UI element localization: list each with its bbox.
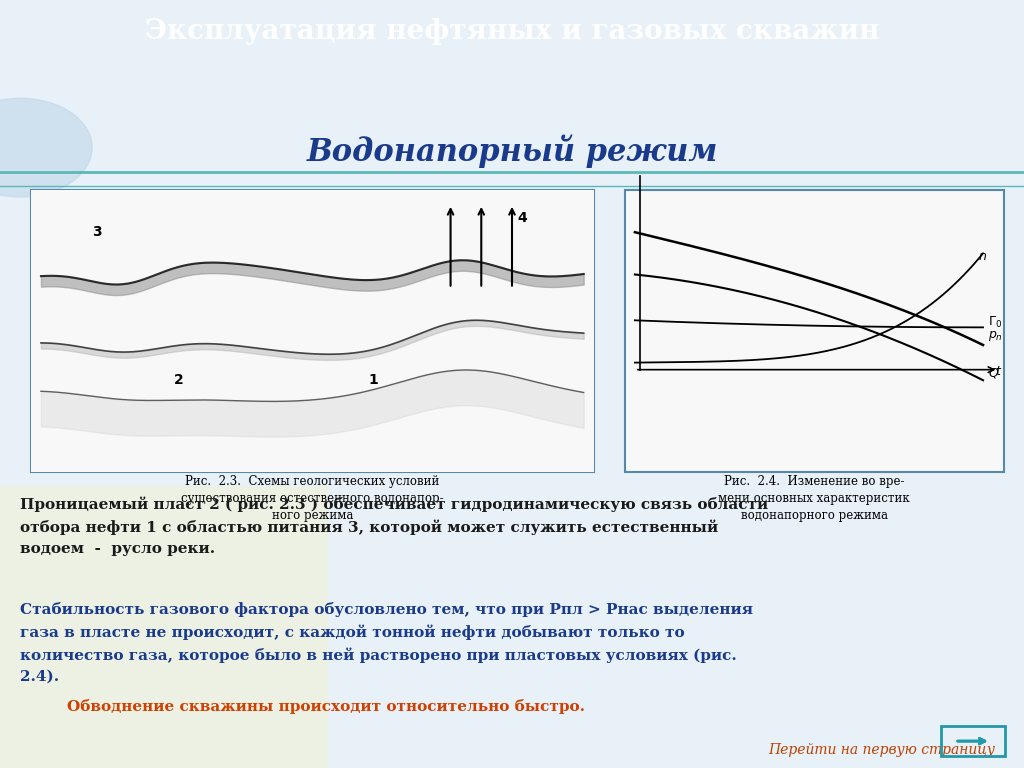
FancyBboxPatch shape [31,190,594,472]
Text: $p_n$: $p_n$ [988,329,1004,343]
Text: 1: 1 [369,372,379,387]
FancyBboxPatch shape [0,486,328,768]
Text: Рис.  2.4.  Изменение во вре-
мени основных характеристик
водонапорного режима: Рис. 2.4. Изменение во вре- мени основны… [718,475,910,522]
Text: 4: 4 [517,210,527,224]
Text: $\Gamma_0$: $\Gamma_0$ [988,315,1002,330]
Text: Рис.  2.3.  Схемы геологических условий
существования естественного водонапор-
н: Рис. 2.3. Схемы геологических условий су… [181,475,443,522]
FancyBboxPatch shape [31,190,594,472]
Text: Перейти на первую страницу: Перейти на первую страницу [768,743,995,757]
Text: $Q$: $Q$ [988,366,999,380]
Text: $n$: $n$ [978,250,987,263]
Text: Проницаемый пласт 2 ( рис. 2.3 ) обеспечивает гидродинамическую связь области
от: Проницаемый пласт 2 ( рис. 2.3 ) обеспеч… [20,497,769,556]
Text: Стабильность газового фактора обусловлено тем, что при Рпл > Рнас выделения
газа: Стабильность газового фактора обусловлен… [20,602,754,684]
Text: Водонапорный режим: Водонапорный режим [306,134,718,168]
Text: $t$: $t$ [995,365,1002,378]
FancyBboxPatch shape [625,190,1004,472]
Circle shape [0,98,92,197]
Text: Обводнение скважины происходит относительно быстро.: Обводнение скважины происходит относител… [67,699,585,714]
Text: 3: 3 [92,225,101,239]
Text: Эксплуатация нефтяных и газовых скважин: Эксплуатация нефтяных и газовых скважин [144,18,880,45]
Text: 2: 2 [174,372,184,387]
